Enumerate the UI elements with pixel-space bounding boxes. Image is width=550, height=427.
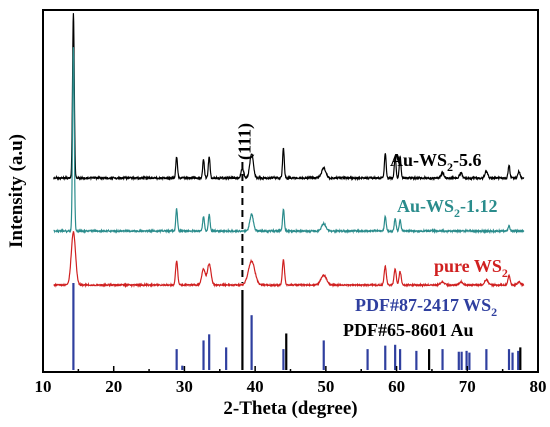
plot-area (42, 9, 539, 373)
series-line-1 (53, 47, 525, 235)
x-tick-label-7: 80 (530, 377, 547, 396)
series-label-0: Au-WS2-5.6 (390, 150, 482, 174)
series-label-2: pure WS2 (434, 256, 508, 280)
series-label-sub: 2 (447, 160, 453, 174)
x-tick-label-3: 40 (247, 377, 264, 396)
series-label-1: Au-WS2-1.12 (397, 196, 498, 220)
series-line-0 (53, 13, 525, 182)
ref-label-sub: 2 (491, 305, 497, 319)
ref-label-0: PDF#87-2417 WS2 (355, 295, 497, 319)
series-label-tail: -1.12 (460, 196, 498, 216)
series-label-main: Au-WS (397, 196, 454, 216)
series-line-2 (53, 231, 525, 289)
x-axis-title: 2-Theta (degree) (223, 398, 357, 419)
series-label-main: Au-WS (390, 150, 447, 170)
x-tick-label-4: 50 (317, 377, 334, 396)
series-label-sub: 2 (502, 266, 508, 280)
x-tick-label-1: 20 (105, 377, 122, 396)
ref-label-main: PDF#87-2417 WS (355, 295, 491, 315)
ref-label-1: PDF#65-8601 Au (343, 320, 474, 340)
x-tick-label-6: 70 (459, 377, 476, 396)
x-tick-label-2: 30 (176, 377, 193, 396)
x-axis: 10 20 30 40 50 60 70 80 (35, 366, 547, 396)
series-label-main: pure WS (434, 256, 502, 276)
series-label-tail: -5.6 (453, 150, 482, 170)
plot-frame (42, 9, 539, 373)
annotation-111: (111) (234, 123, 255, 160)
y-axis-title: Intensity (a.u) (6, 134, 27, 248)
series-label-sub: 2 (454, 206, 460, 220)
x-tick-label-0: 10 (35, 377, 52, 396)
ref-label-main: PDF#65-8601 Au (343, 320, 474, 340)
x-tick-label-5: 60 (388, 377, 405, 396)
